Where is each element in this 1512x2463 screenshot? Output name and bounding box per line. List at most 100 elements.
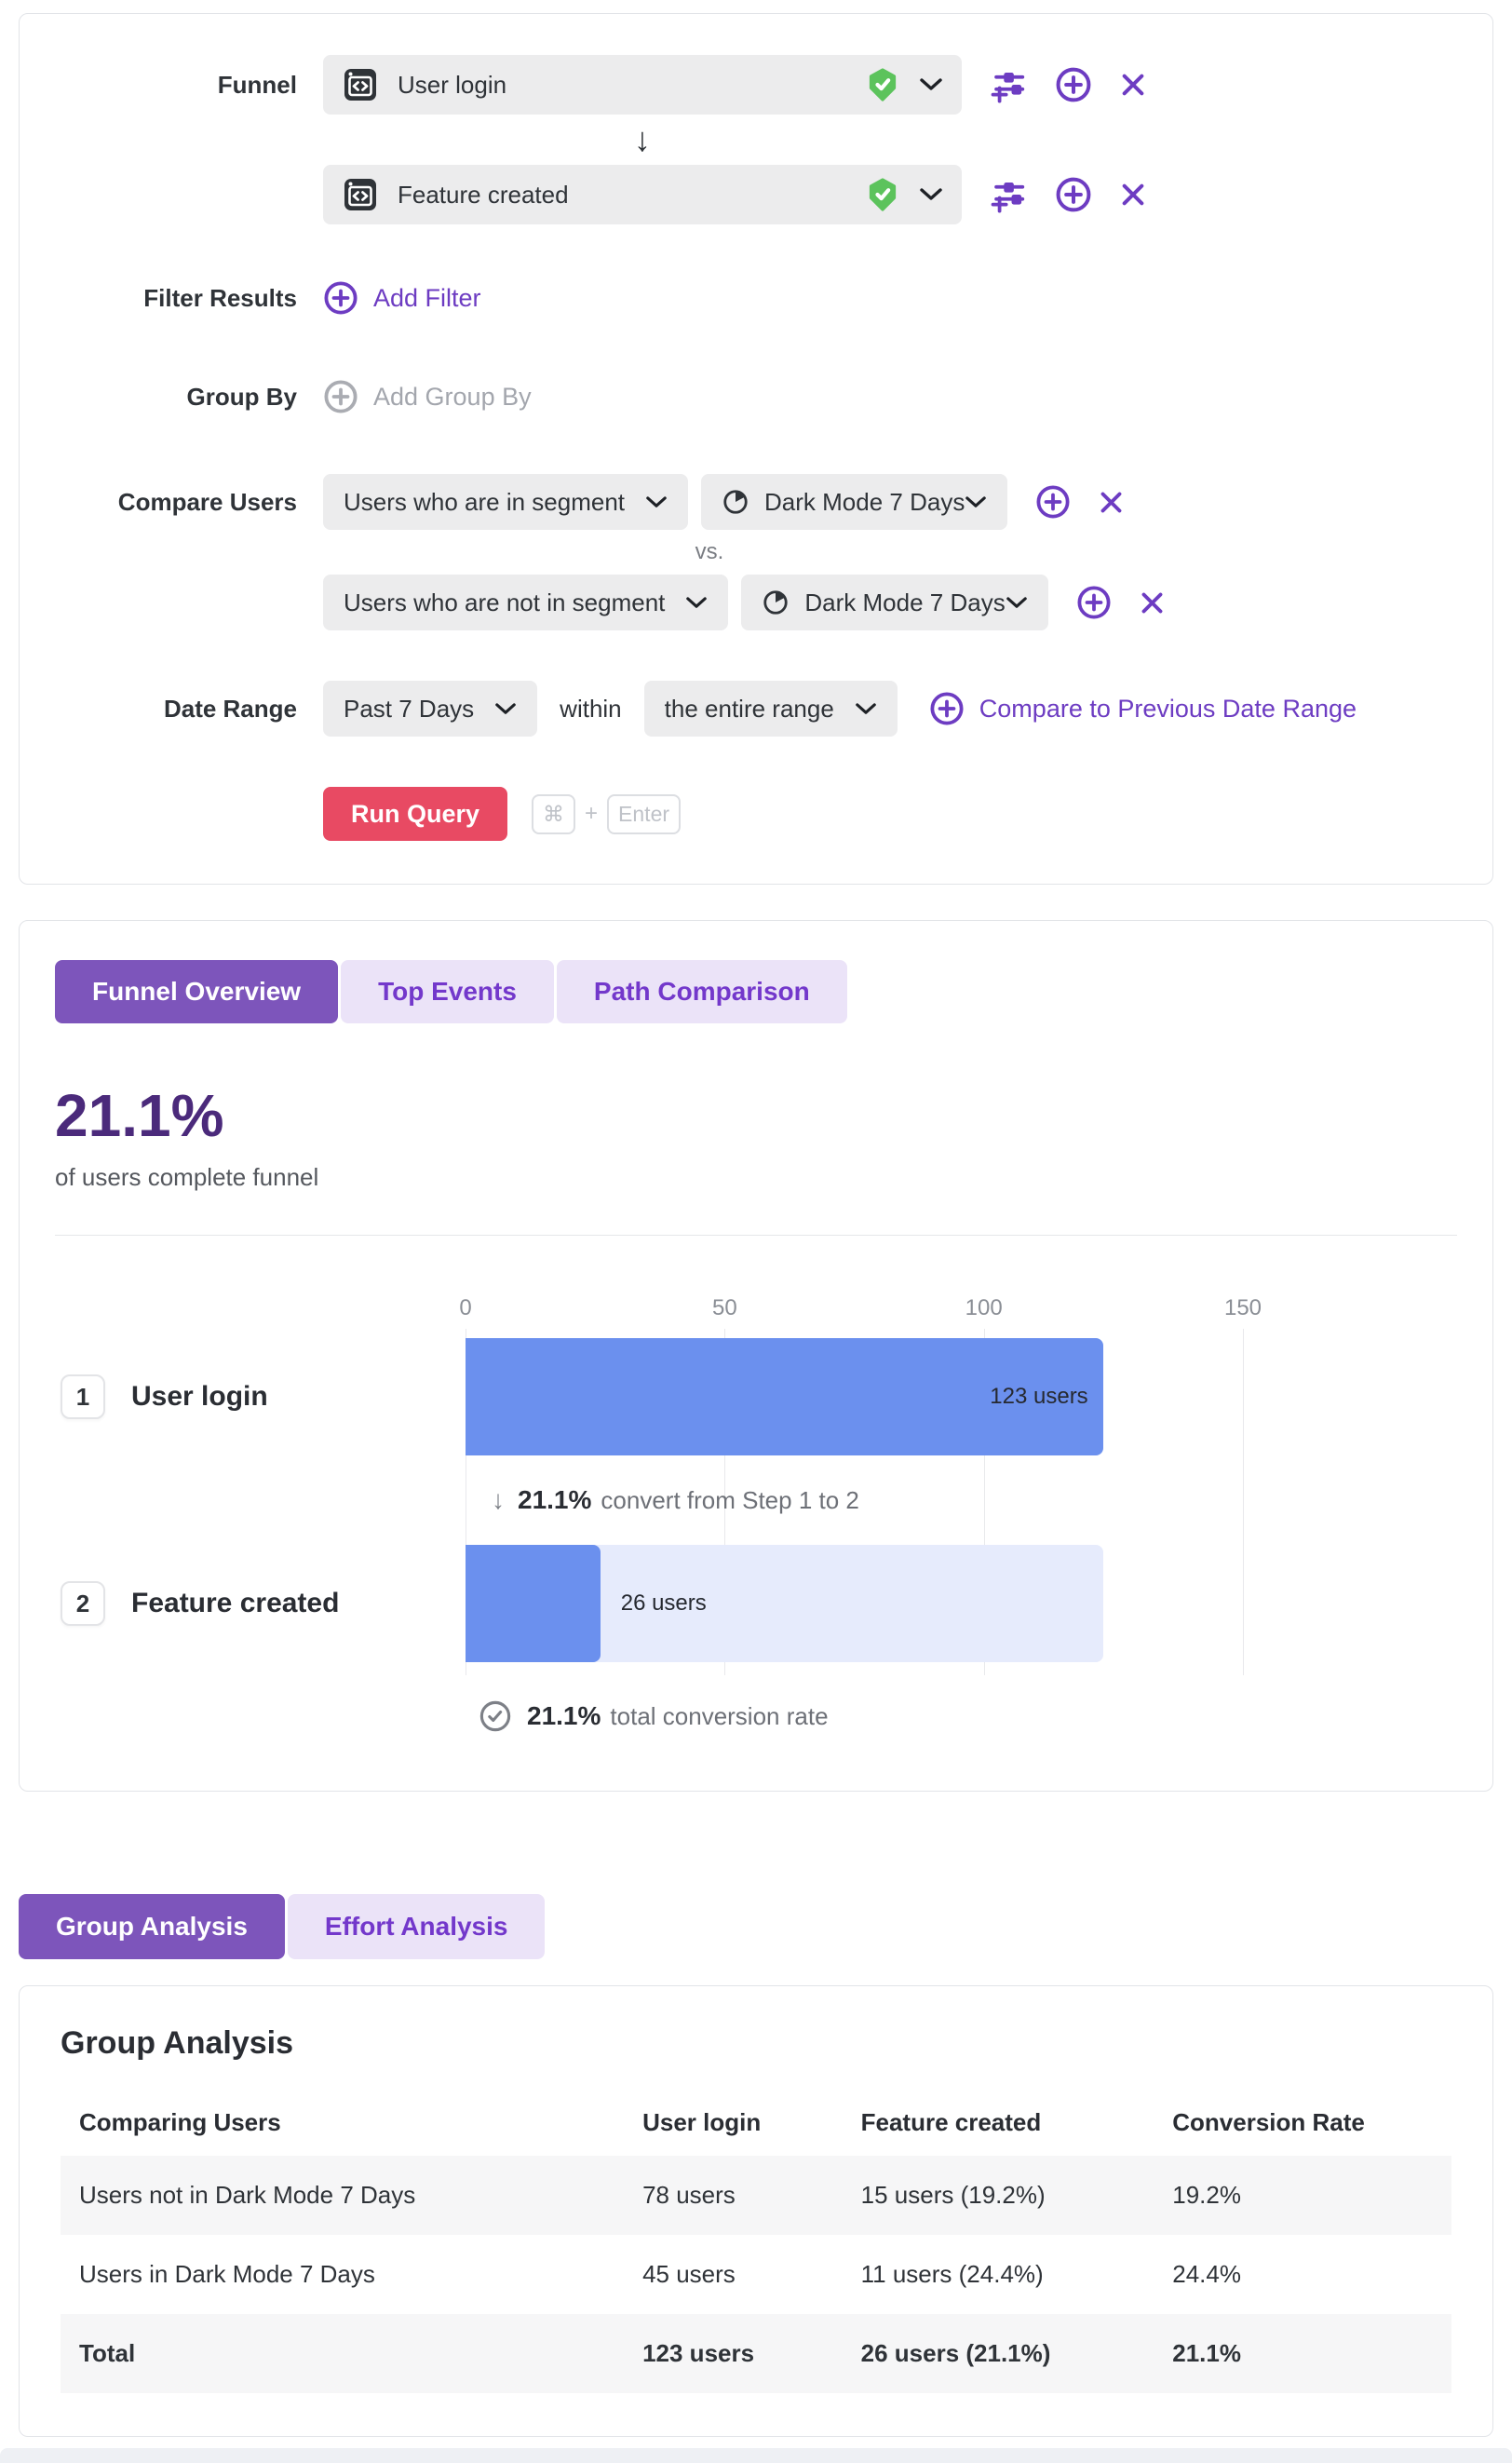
table-total-row: Total 123 users 26 users (21.1%) 21.1% [61,2314,1451,2393]
group-by-label: Group By [186,382,297,411]
cell-feature-created: 11 users (24.4%) [860,2260,1044,2288]
chart-gridlines [466,1329,1303,1675]
table-header-row: Comparing Users User login Feature creat… [61,2090,1451,2156]
cell-group: Total [79,2339,136,2367]
remove-step-icon[interactable] [1120,182,1146,208]
event-select-1[interactable]: User login [323,55,962,115]
chevron-down-icon [855,702,877,716]
run-query-button[interactable]: Run Query [323,787,508,841]
event-icon [342,66,379,103]
filter-results-label: Filter Results [143,283,297,312]
funnel-step-row-1: Funnel User login [55,55,1455,115]
step-title: Feature created [131,1588,340,1618]
axis-tick-label: 150 [1223,1295,1262,1320]
chevron-down-icon [685,596,708,610]
step-conversion-text: convert from Step 1 to 2 [601,1485,859,1514]
run-query-row: Run Query ⌘ + Enter [55,787,1455,841]
funnel-label: Funnel [217,70,297,99]
axis-tick-label: 0 [459,1295,472,1320]
verified-shield-icon [867,178,898,211]
axis-tick-label: 100 [965,1295,1003,1320]
event-name: Feature created [398,180,569,209]
segment-membership-select-1[interactable]: Users who are in segment [323,474,689,530]
date-range-select[interactable]: Past 7 Days [323,681,538,737]
remove-step-icon[interactable] [1120,72,1146,98]
chart-axis: 0 50 100 150 [459,1295,1457,1329]
arrow-down-icon: ↓ [492,1485,505,1514]
tab-effort-analysis[interactable]: Effort Analysis [287,1894,546,1959]
conversion-headline: 21.1% [55,1082,224,1149]
segment-select-2[interactable]: Dark Mode 7 Days [741,575,1048,630]
total-conversion-pct: 21.1% [527,1701,601,1730]
filter-results-row: Filter Results Add Filter [55,280,1455,316]
cell-group: Users in Dark Mode 7 Days [79,2260,375,2288]
add-group-by-button[interactable]: Add Group By [323,379,532,414]
group-analysis-title: Group Analysis [61,2025,294,2061]
add-step-icon[interactable] [1055,66,1092,103]
step-number-badge: 1 [61,1374,105,1419]
chevron-down-icon [919,77,943,92]
step-number-badge: 2 [61,1581,105,1626]
cell-group: Users not in Dark Mode 7 Days [79,2181,416,2209]
tab-funnel-overview[interactable]: Funnel Overview [55,960,339,1023]
add-comparison-icon[interactable] [1035,484,1071,520]
funnel-step-2: 2 Feature created 26 users [55,1545,1457,1662]
verified-shield-icon [867,68,898,101]
cmd-key: ⌘ [532,793,576,834]
segment-select-1[interactable]: Dark Mode 7 Days [701,474,1008,530]
step-1-bar-value: 123 users [990,1384,1088,1409]
cell-conversion-rate: 24.4% [1172,2260,1241,2288]
add-comparison-icon[interactable] [1076,585,1112,620]
date-window-value: the entire range [664,694,834,723]
enter-key: Enter [607,793,682,834]
gridline [724,1329,726,1675]
conversion-headline-subtitle: of users complete funnel [55,1163,319,1191]
within-label: within [560,694,622,723]
step-2-bar-track[interactable]: 26 users [466,1545,1103,1662]
axis-tick-label: 50 [711,1295,737,1320]
compare-previous-range-label: Compare to Previous Date Range [979,694,1357,723]
tab-path-comparison[interactable]: Path Comparison [556,960,847,1023]
table-row: Users in Dark Mode 7 Days 45 users 11 us… [61,2235,1451,2314]
total-conversion-text: total conversion rate [610,1701,829,1730]
segment-name: Dark Mode 7 Days [764,487,965,516]
step-conversion-pct: 21.1% [518,1485,592,1514]
remove-comparison-icon[interactable] [1140,590,1165,616]
step-filter-icon[interactable] [990,66,1027,103]
chevron-down-icon [1006,596,1028,610]
group-by-row: Group By Add Group By [55,379,1455,414]
funnel-chart: 0 50 100 150 1 User login 123 users ↓ 21.1%… [55,1295,1457,1733]
segment-pie-icon [722,488,749,516]
event-select-2[interactable]: Feature created [323,165,962,224]
cell-user-login: 45 users [642,2260,736,2288]
step-1-bar[interactable]: 123 users [466,1338,1103,1455]
segment-membership-select-2[interactable]: Users who are not in segment [323,575,729,630]
funnel-results-panel: Funnel Overview Top Events Path Comparis… [19,920,1493,1792]
chevron-down-icon [494,702,517,716]
chevron-down-icon [919,187,943,202]
tab-top-events[interactable]: Top Events [341,960,554,1023]
date-window-select[interactable]: the entire range [643,681,898,737]
tab-group-analysis[interactable]: Group Analysis [19,1894,285,1959]
add-step-icon[interactable] [1055,176,1092,213]
add-circle-icon [323,280,358,316]
step-2-bar-value: 26 users [620,1590,707,1616]
cell-feature-created: 15 users (19.2%) [860,2181,1046,2209]
divider [55,1235,1457,1236]
remove-comparison-icon[interactable] [1099,490,1124,515]
add-filter-button[interactable]: Add Filter [323,280,481,316]
arrow-down-icon: ↓ [634,120,651,158]
step-title: User login [131,1381,268,1412]
compare-users-row-1: Compare Users Users who are in segment D… [55,474,1455,530]
funnel-step-row-2: Feature created [55,165,1455,224]
results-tabs: Funnel Overview Top Events Path Comparis… [55,960,1457,1023]
date-range-label: Date Range [163,694,297,723]
keyboard-shortcut-hint: ⌘ + Enter [532,793,682,834]
col-user-login: User login [642,2108,762,2136]
total-conversion-annotation: 21.1% total conversion rate [479,1699,1457,1733]
compare-previous-range-button[interactable]: Compare to Previous Date Range [929,691,1357,726]
col-feature-created: Feature created [860,2108,1042,2136]
event-icon [342,176,379,213]
step-connector: ↓ [323,115,962,165]
step-filter-icon[interactable] [990,176,1027,213]
